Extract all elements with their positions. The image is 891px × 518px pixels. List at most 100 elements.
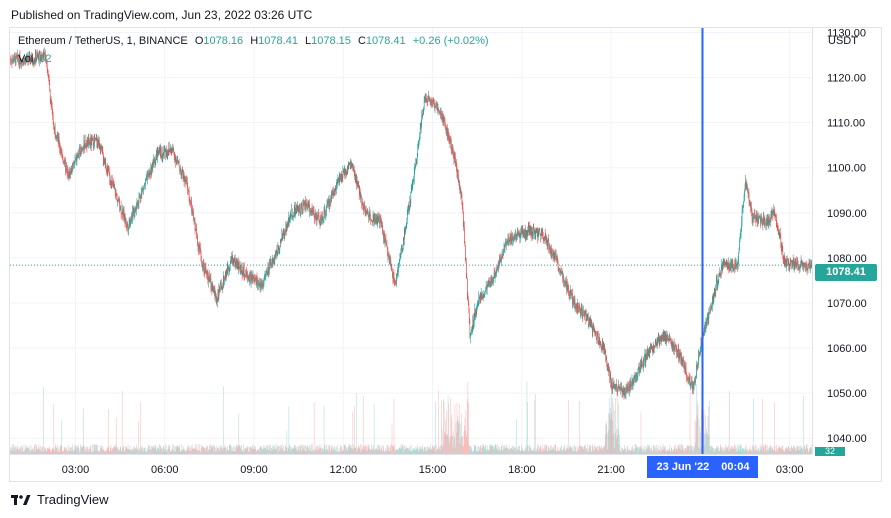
volume-bar <box>605 421 607 454</box>
volume-bar <box>153 445 154 454</box>
volume-bar <box>642 448 644 454</box>
time-tick-label: 03:00 <box>62 464 90 476</box>
volume-bar <box>128 448 130 454</box>
volume-bar <box>177 447 179 454</box>
candle-body <box>389 256 390 264</box>
candle-body <box>694 380 695 382</box>
volume-bar <box>59 445 61 454</box>
candle-body <box>795 265 797 267</box>
volume-bar <box>264 446 265 454</box>
volume-bar <box>204 448 205 454</box>
candle-body <box>657 341 659 342</box>
volume-bar <box>582 446 584 454</box>
volume-bar <box>756 449 757 454</box>
time-tick-label: 15:00 <box>419 464 447 476</box>
volume-bar <box>771 449 772 454</box>
volume-bar <box>529 444 530 454</box>
candle-body <box>730 262 732 266</box>
volume-bar <box>87 446 89 454</box>
volume-bar <box>503 448 505 454</box>
volume-bar <box>497 450 498 454</box>
candle-body <box>68 171 70 179</box>
candle-body <box>361 202 363 205</box>
candle-body <box>73 163 75 165</box>
candle-body <box>729 266 731 269</box>
volume-bar <box>651 446 653 454</box>
volume-bar <box>144 447 145 454</box>
footer-brand[interactable]: TradingView <box>11 492 109 507</box>
volume-bar <box>686 444 688 454</box>
candle-body <box>67 170 68 174</box>
price-axis[interactable]: 1040.00 1050.00 1060.00 1070.00 1080.00 1090.… <box>812 28 882 454</box>
symbol-legend[interactable]: Ethereum / TetherUS, 1, BINANCE O1078.16… <box>18 35 489 47</box>
candle-body <box>629 383 631 388</box>
volume-bar <box>460 439 462 454</box>
volume-bar <box>585 445 586 454</box>
volume-bar <box>502 449 504 454</box>
volume-bar <box>507 448 509 454</box>
candle-body <box>585 314 587 322</box>
candle-body <box>683 364 685 368</box>
candle-body <box>506 242 507 245</box>
volume-bar <box>316 447 317 454</box>
candle-body <box>196 228 197 234</box>
volume-bar <box>640 447 641 454</box>
candle-body <box>206 271 208 274</box>
candle-body <box>339 176 340 186</box>
volume-bar <box>634 450 635 454</box>
volume-bar <box>71 448 73 454</box>
volume-bar <box>444 431 446 454</box>
volume-bar <box>463 431 465 454</box>
volume-bar <box>339 447 341 454</box>
volume-bar <box>193 449 195 454</box>
candle-body <box>667 338 669 341</box>
candle-body <box>411 187 412 192</box>
volume-bar <box>247 446 249 454</box>
volume-bar <box>485 449 487 454</box>
candle-body <box>284 230 286 237</box>
candle-body <box>697 364 698 368</box>
candle-body <box>235 261 237 265</box>
volume-bar <box>412 449 414 454</box>
volume-bar <box>742 449 743 454</box>
candle-body <box>725 262 726 263</box>
volume-bar <box>809 448 811 454</box>
volume-bar <box>191 450 192 454</box>
volume-bar <box>440 445 442 454</box>
volume-bar <box>751 450 752 454</box>
volume-bar <box>352 411 354 454</box>
chart-pane[interactable] <box>10 28 812 454</box>
volume-bar <box>567 447 568 454</box>
volume-bar <box>259 446 261 454</box>
candle-body <box>495 271 497 274</box>
candle-body <box>475 308 476 316</box>
time-axis[interactable]: 03:00 06:00 09:00 12:00 15:00 18:00 21:00 03:00 <box>10 454 812 482</box>
candle-body <box>806 267 808 270</box>
candle-body <box>751 207 752 211</box>
volume-bar <box>236 446 238 454</box>
volume-bar <box>653 445 655 454</box>
candle-body <box>459 180 460 185</box>
volume-bar <box>186 449 188 454</box>
volume-legend[interactable]: Vol 32 <box>18 53 52 65</box>
currency-label[interactable]: USDT <box>828 35 858 47</box>
volume-bar <box>417 449 419 454</box>
volume-bar <box>611 413 613 454</box>
volume-bar <box>278 446 280 454</box>
volume-bar <box>46 451 48 454</box>
volume-bar <box>428 447 430 454</box>
symbol-name[interactable]: Ethereum / TetherUS, 1, BINANCE <box>18 35 188 47</box>
candle-body <box>38 54 40 62</box>
candle-body <box>581 307 583 315</box>
candle-body <box>201 261 203 262</box>
volume-bar <box>233 446 235 454</box>
volume-bar <box>435 444 437 454</box>
candle-body <box>88 139 89 147</box>
candle-body <box>33 62 35 63</box>
candle-body <box>289 220 291 222</box>
volume-bar <box>748 449 750 454</box>
candle-body <box>232 258 234 260</box>
candle-body <box>19 54 20 65</box>
price-chart-svg[interactable] <box>10 28 812 454</box>
volume-bar <box>137 449 138 454</box>
